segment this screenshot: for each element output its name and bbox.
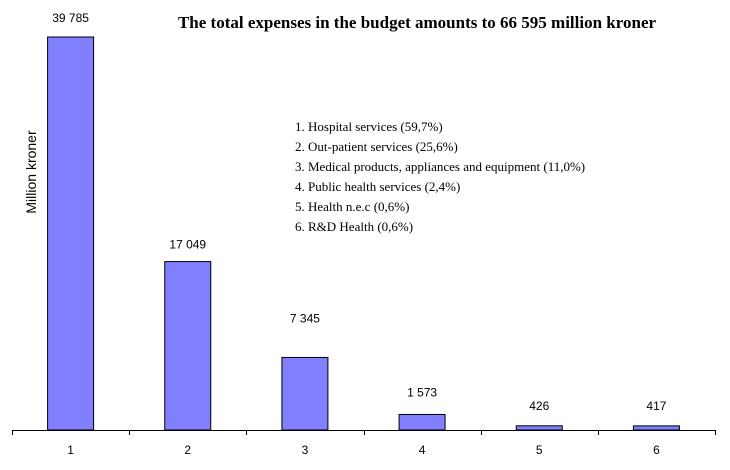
legend-item: 1. Hospital services (59,7%) xyxy=(295,119,443,134)
data-label-6: 417 xyxy=(646,399,666,413)
bar-6 xyxy=(632,425,680,431)
legend-item: 6. R&D Health (0,6%) xyxy=(295,219,413,234)
x-tick-label: 3 xyxy=(302,443,309,457)
bars: 39 785 17 049 7 345 1 573 426 417 xyxy=(47,11,680,431)
x-tick-label: 2 xyxy=(184,443,191,457)
y-axis-label: Million kroner xyxy=(23,130,39,214)
legend-item: 5. Health n.e.c (0,6%) xyxy=(295,199,409,214)
x-axis: 1 2 3 4 5 6 xyxy=(12,430,716,457)
bar-1 xyxy=(47,36,95,431)
data-label-4: 1 573 xyxy=(407,385,437,399)
x-tick-label: 6 xyxy=(653,443,660,457)
bar-5 xyxy=(515,425,563,431)
x-tick-label: 4 xyxy=(419,443,426,457)
data-label-2: 17 049 xyxy=(169,238,206,252)
data-label-5: 426 xyxy=(529,399,549,413)
legend-item: 4. Public health services (2,4%) xyxy=(295,179,460,194)
data-label-3: 7 345 xyxy=(290,311,320,325)
bar-2 xyxy=(164,261,212,431)
x-tick-label: 5 xyxy=(536,443,543,457)
x-tick-label: 1 xyxy=(67,443,74,457)
legend-item: 2. Out-patient services (25,6%) xyxy=(295,139,458,154)
legend: 1. Hospital services (59,7%) 2. Out-patie… xyxy=(295,119,585,234)
data-label-1: 39 785 xyxy=(52,11,89,25)
chart-title: The total expenses in the budget amounts… xyxy=(178,13,657,32)
legend-item: 3. Medical products, appliances and equi… xyxy=(295,159,585,174)
bar-3 xyxy=(281,356,329,431)
bar-4 xyxy=(398,413,446,431)
